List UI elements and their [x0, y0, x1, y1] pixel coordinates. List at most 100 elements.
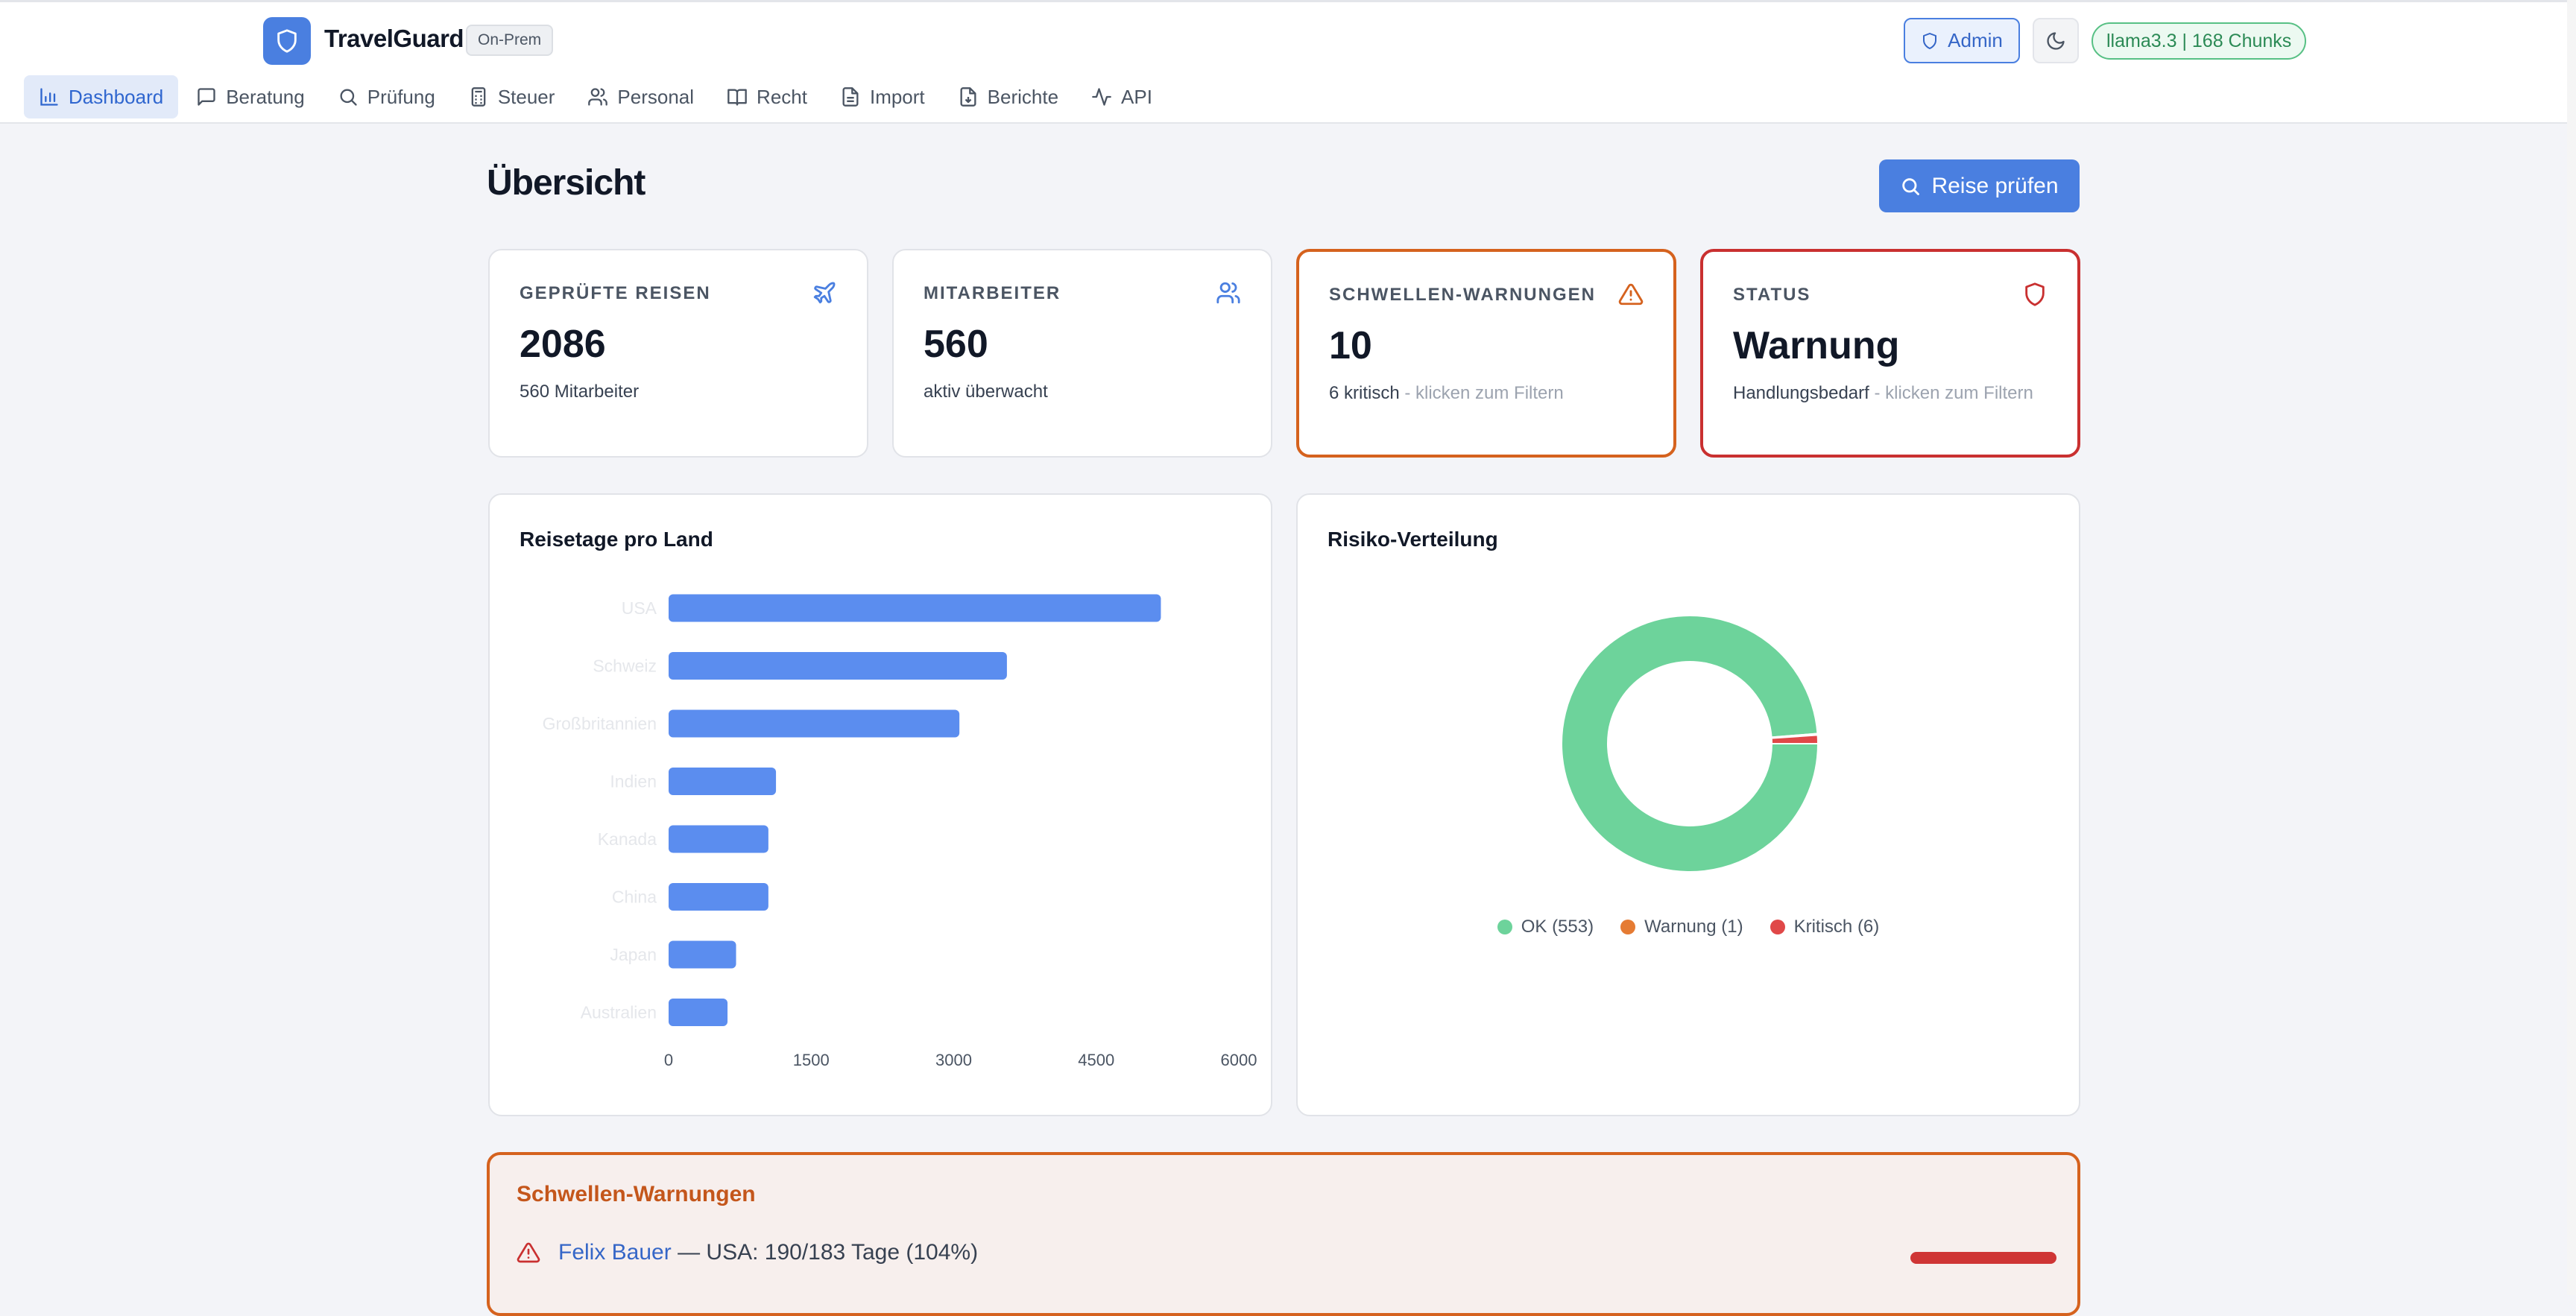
nav-dashboard[interactable]: Dashboard: [24, 75, 179, 118]
warning-detail: — USA: 190/183 Tage (104%): [671, 1240, 979, 1265]
legend-label: Warnung (1): [1644, 917, 1743, 937]
slice-kritisch: [1770, 734, 1819, 744]
app-name: TravelGuard: [324, 25, 464, 52]
chart-legend: OK (553) Warnung (1) Kritisch (6): [1298, 917, 2079, 937]
legend-item[interactable]: OK (553): [1497, 917, 1594, 937]
nav-import[interactable]: Import: [825, 75, 940, 118]
category-label: USA: [622, 598, 657, 618]
stat-value: 10: [1329, 324, 1372, 367]
nav-recht[interactable]: Recht: [712, 75, 822, 118]
bar: [669, 883, 768, 911]
nav-label: Berichte: [987, 85, 1059, 108]
bar: [669, 594, 1161, 622]
stat-sub: aktiv überwacht: [924, 382, 1048, 402]
main-nav: Dashboard Beratung Prüfung Steuer Person…: [24, 75, 1167, 118]
check-trip-button[interactable]: Reise prüfen: [1879, 159, 2080, 212]
users-icon: [1216, 282, 1240, 304]
category-label: Japan: [610, 945, 657, 964]
scrollbar[interactable]: [2567, 0, 2576, 1295]
bar: [669, 825, 768, 853]
bar-chart-card: Reisetage pro Land USA Schweiz Großbritann…: [488, 493, 1272, 1116]
stat-card-threshold-warnings[interactable]: SCHWELLEN-WARNUNGEN 10 6 kritisch - klic…: [1296, 249, 1676, 458]
nav-label: API: [1121, 85, 1152, 108]
shield-icon: [2025, 282, 2045, 306]
slice-ok: [1561, 615, 1819, 873]
nav-personal[interactable]: Personal: [572, 75, 709, 118]
stat-value: Warnung: [1733, 324, 1900, 367]
theme-toggle-button[interactable]: [2033, 18, 2079, 63]
tick-label: 6000: [1221, 1051, 1257, 1069]
report-icon: [960, 87, 976, 107]
calculator-icon: [471, 87, 486, 107]
filter-hint: - klicken zum Filtern: [1869, 383, 2033, 403]
legend-label: Kritisch (6): [1793, 917, 1880, 937]
nav-berichte[interactable]: Berichte: [943, 75, 1073, 118]
stat-sub: 6 kritisch - klicken zum Filtern: [1329, 382, 1642, 405]
stat-value: 2086: [520, 323, 606, 366]
moon-icon: [2047, 31, 2065, 50]
chart-title: Risiko-Verteilung: [1328, 528, 1498, 551]
shield-icon: [1923, 32, 1937, 49]
admin-button[interactable]: Admin: [1904, 18, 2020, 63]
warning-icon: [1618, 283, 1644, 306]
usage-bar: [1910, 1252, 2056, 1264]
deployment-badge: On-Prem: [466, 25, 554, 56]
stat-card-employees: MITARBEITER 560 aktiv überwacht: [892, 249, 1272, 458]
model-status-pill: llama3.3 | 168 Chunks: [2092, 22, 2307, 60]
nav-label: Steuer: [497, 85, 555, 108]
nav-steuer[interactable]: Steuer: [453, 75, 570, 118]
warning-row: Felix Bauer — USA: 190/183 Tage (104%): [517, 1240, 978, 1265]
stat-sub-text: Handlungsbedarf: [1733, 383, 1869, 403]
nav-label: Beratung: [226, 85, 305, 108]
chat-icon: [198, 88, 215, 106]
legend-item[interactable]: Kritisch (6): [1770, 917, 1880, 937]
app-logo[interactable]: [263, 17, 311, 65]
nav-label: Import: [869, 85, 925, 108]
legend-item[interactable]: Warnung (1): [1620, 917, 1743, 937]
top-bar: TravelGuard On-Prem Admin llama3.3 | 168…: [0, 0, 2567, 124]
book-icon: [727, 89, 747, 106]
bar: [669, 999, 728, 1026]
stat-card-trips: GEPRÜFTE REISEN 2086 560 Mitarbeiter: [488, 249, 868, 458]
stat-sub: 560 Mitarbeiter: [520, 382, 640, 402]
stat-label: STATUS: [1733, 285, 1811, 305]
tick-label: 0: [664, 1051, 673, 1069]
nav-label: Prüfung: [367, 85, 435, 108]
category-label: Indien: [610, 772, 657, 791]
admin-label: Admin: [1948, 29, 2003, 51]
donut-chart-card: Risiko-Verteilung OK (553) Warnung (1) Kri…: [1296, 493, 2080, 1116]
legend-swatch: [1620, 920, 1636, 934]
plane-icon: [813, 282, 836, 304]
chart-title: Reisetage pro Land: [520, 528, 713, 551]
nav-beratung[interactable]: Beratung: [181, 75, 320, 118]
search-icon: [340, 89, 357, 106]
tick-label: 4500: [1078, 1051, 1114, 1069]
category-label: Schweiz: [593, 657, 657, 676]
category-label: Australien: [581, 1003, 657, 1022]
check-trip-label: Reise prüfen: [1931, 173, 2059, 198]
stat-sub-text: 6 kritisch: [1329, 383, 1400, 403]
nav-label: Recht: [757, 85, 807, 108]
file-icon: [842, 87, 859, 107]
nav-api[interactable]: API: [1076, 75, 1167, 118]
search-icon: [1902, 177, 1920, 195]
category-label: Großbritannien: [543, 714, 657, 733]
tick-label: 3000: [935, 1051, 972, 1069]
nav-pruefung[interactable]: Prüfung: [323, 75, 450, 118]
users-icon: [588, 88, 608, 106]
stat-card-status[interactable]: STATUS Warnung Handlungsbedarf - klicken…: [1700, 249, 2080, 458]
page-title: Übersicht: [487, 163, 645, 203]
bar: [669, 709, 960, 738]
stat-label: SCHWELLEN-WARNUNGEN: [1329, 285, 1596, 305]
stat-sub: Handlungsbedarf - klicken zum Filtern: [1733, 382, 2046, 405]
shield-icon: [277, 29, 297, 53]
employee-link[interactable]: Felix Bauer: [558, 1240, 672, 1265]
category-label: Kanada: [598, 829, 657, 849]
warning-icon: [517, 1242, 540, 1263]
legend-swatch: [1497, 920, 1512, 934]
threshold-warnings-panel: Schwellen-Warnungen Felix Bauer — USA: 1…: [487, 1152, 2080, 1316]
legend-swatch: [1770, 920, 1785, 934]
stat-label: MITARBEITER: [924, 283, 1061, 303]
bar: [669, 940, 736, 969]
nav-label: Dashboard: [69, 85, 164, 108]
